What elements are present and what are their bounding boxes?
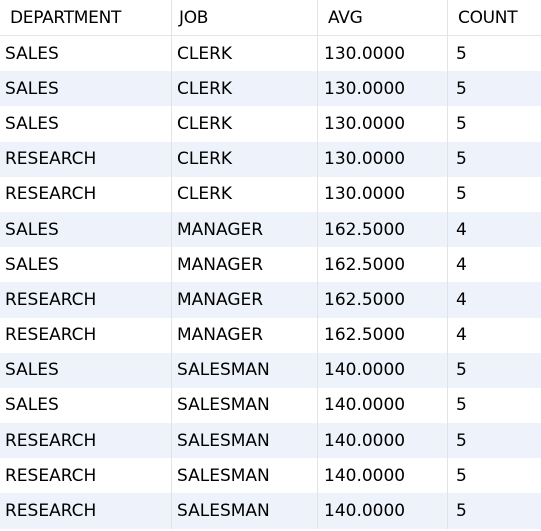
cell-department[interactable]: SALES — [0, 71, 172, 107]
cell-department[interactable]: RESEARCH — [0, 282, 172, 318]
column-header-job[interactable]: JOB — [172, 0, 318, 35]
cell-department[interactable]: RESEARCH — [0, 493, 172, 529]
cell-job[interactable]: SALESMAN — [172, 458, 318, 494]
cell-count[interactable]: 4 — [456, 325, 467, 346]
cell-count[interactable]: 5 — [456, 78, 467, 99]
table-row[interactable]: SALES CLERK 130.0000 5 — [0, 106, 541, 142]
table-row[interactable]: RESEARCH MANAGER 162.5000 4 — [0, 282, 541, 318]
cell-department[interactable]: SALES — [0, 247, 172, 283]
table-row[interactable]: SALES MANAGER 162.5000 4 — [0, 211, 541, 248]
table-row[interactable]: SALES CLERK 130.0000 5 — [0, 71, 541, 107]
cell-avg[interactable]: 140.0000 — [318, 493, 448, 529]
cell-avg[interactable]: 162.5000 — [318, 317, 448, 353]
cell-avg[interactable]: 140.0000 — [318, 387, 448, 424]
table-row[interactable]: SALES SALESMAN 140.0000 5 — [0, 352, 541, 388]
cell-avg[interactable]: 130.0000 — [318, 176, 448, 212]
cell-count[interactable]: 5 — [456, 360, 467, 381]
table-row[interactable]: RESEARCH MANAGER 162.5000 4 — [0, 317, 541, 353]
table-row[interactable]: RESEARCH SALESMAN 140.0000 5 — [0, 493, 541, 529]
cell-count[interactable]: 5 — [456, 501, 467, 522]
cell-job[interactable]: MANAGER — [172, 282, 318, 318]
cell-avg[interactable]: 162.5000 — [318, 247, 448, 283]
cell-count[interactable]: 5 — [456, 113, 467, 134]
cell-count[interactable]: 5 — [456, 395, 467, 416]
table-row[interactable]: RESEARCH CLERK 130.0000 5 — [0, 141, 541, 177]
cell-avg[interactable]: 140.0000 — [318, 352, 448, 388]
cell-count[interactable]: 5 — [456, 430, 467, 451]
cell-job[interactable]: CLERK — [172, 36, 318, 72]
cell-avg[interactable]: 130.0000 — [318, 36, 448, 72]
cell-avg[interactable]: 130.0000 — [318, 71, 448, 107]
cell-department[interactable]: RESEARCH — [0, 317, 172, 353]
cell-department[interactable]: RESEARCH — [0, 458, 172, 494]
cell-department[interactable]: SALES — [0, 387, 172, 424]
cell-avg[interactable]: 130.0000 — [318, 141, 448, 177]
cell-department[interactable]: SALES — [0, 36, 172, 72]
cell-job[interactable]: MANAGER — [172, 247, 318, 283]
table-row[interactable]: RESEARCH SALESMAN 140.0000 5 — [0, 458, 541, 494]
cell-avg[interactable]: 140.0000 — [318, 458, 448, 494]
cell-avg[interactable]: 130.0000 — [318, 106, 448, 142]
cell-job[interactable]: CLERK — [172, 176, 318, 212]
cell-job[interactable]: SALESMAN — [172, 423, 318, 459]
table-row[interactable]: SALES SALESMAN 140.0000 5 — [0, 387, 541, 424]
cell-job[interactable]: SALESMAN — [172, 352, 318, 388]
table-row[interactable]: SALES MANAGER 162.5000 4 — [0, 247, 541, 283]
cell-job[interactable]: MANAGER — [172, 317, 318, 353]
cell-count[interactable]: 5 — [456, 465, 467, 486]
cell-job[interactable]: CLERK — [172, 71, 318, 107]
cell-department[interactable]: SALES — [0, 211, 172, 248]
cell-count[interactable]: 4 — [456, 219, 467, 240]
cell-count[interactable]: 5 — [456, 184, 467, 205]
cell-avg[interactable]: 162.5000 — [318, 282, 448, 318]
cell-department[interactable]: RESEARCH — [0, 423, 172, 459]
grid-header: DEPARTMENT JOB AVG COUNT — [0, 0, 541, 36]
cell-avg[interactable]: 162.5000 — [318, 211, 448, 248]
cell-count[interactable]: 5 — [456, 149, 467, 170]
cell-job[interactable]: SALESMAN — [172, 387, 318, 424]
cell-count[interactable]: 4 — [456, 254, 467, 275]
cell-department[interactable]: SALES — [0, 106, 172, 142]
cell-job[interactable]: MANAGER — [172, 211, 318, 248]
table-row[interactable]: SALES CLERK 130.0000 5 — [0, 36, 541, 72]
cell-avg[interactable]: 140.0000 — [318, 423, 448, 459]
table-row[interactable]: RESEARCH CLERK 130.0000 5 — [0, 176, 541, 212]
cell-department[interactable]: SALES — [0, 352, 172, 388]
cell-department[interactable]: RESEARCH — [0, 176, 172, 212]
table-row[interactable]: RESEARCH SALESMAN 140.0000 5 — [0, 423, 541, 459]
cell-count[interactable]: 5 — [456, 43, 467, 64]
column-header-department[interactable]: DEPARTMENT — [0, 0, 172, 35]
column-header-avg[interactable]: AVG — [318, 0, 448, 35]
cell-job[interactable]: SALESMAN — [172, 493, 318, 529]
cell-job[interactable]: CLERK — [172, 106, 318, 142]
cell-department[interactable]: RESEARCH — [0, 141, 172, 177]
cell-job[interactable]: CLERK — [172, 141, 318, 177]
cell-count[interactable]: 4 — [456, 289, 467, 310]
column-header-count[interactable]: COUNT — [458, 7, 518, 28]
